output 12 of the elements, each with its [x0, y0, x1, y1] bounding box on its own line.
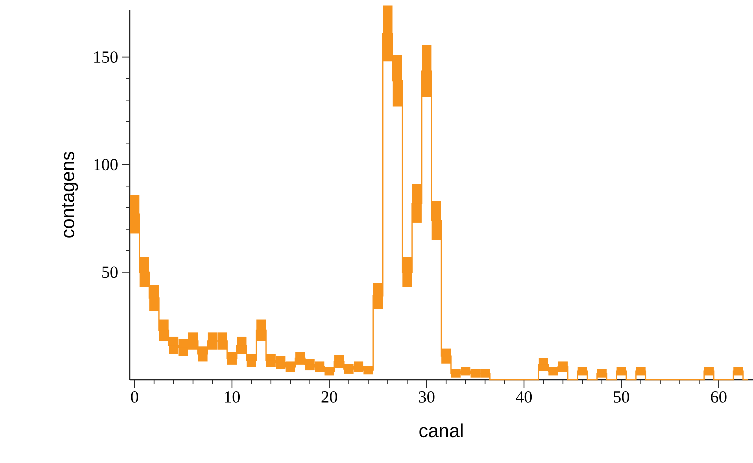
y-axis-title: contagens	[62, 152, 78, 238]
y-tick-label: 50	[102, 266, 118, 278]
x-tick-label: 10	[225, 391, 240, 403]
x-tick-label: 40	[516, 391, 532, 403]
x-tick-label: 50	[614, 391, 630, 403]
y-tick-label: 150	[94, 52, 118, 64]
x-tick-label: 20	[322, 391, 338, 403]
x-tick-label: 60	[711, 391, 727, 403]
x-tick-label: 0	[131, 391, 138, 403]
x-tick-label: 30	[419, 391, 435, 403]
x-axis-title: canal	[420, 424, 463, 438]
y-tick-label: 100	[94, 159, 118, 171]
